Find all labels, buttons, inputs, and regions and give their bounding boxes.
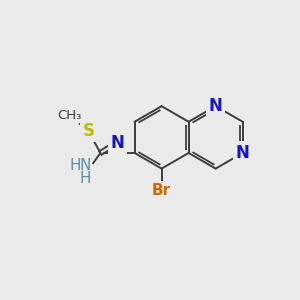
- Text: N: N: [236, 144, 250, 162]
- Text: S: S: [82, 122, 94, 140]
- Text: H: H: [70, 158, 82, 173]
- Text: N: N: [110, 134, 124, 152]
- Text: CH₃: CH₃: [57, 109, 81, 122]
- Text: N: N: [80, 158, 91, 173]
- Text: Br: Br: [152, 183, 171, 198]
- Text: N: N: [209, 97, 223, 115]
- Text: H: H: [80, 171, 91, 186]
